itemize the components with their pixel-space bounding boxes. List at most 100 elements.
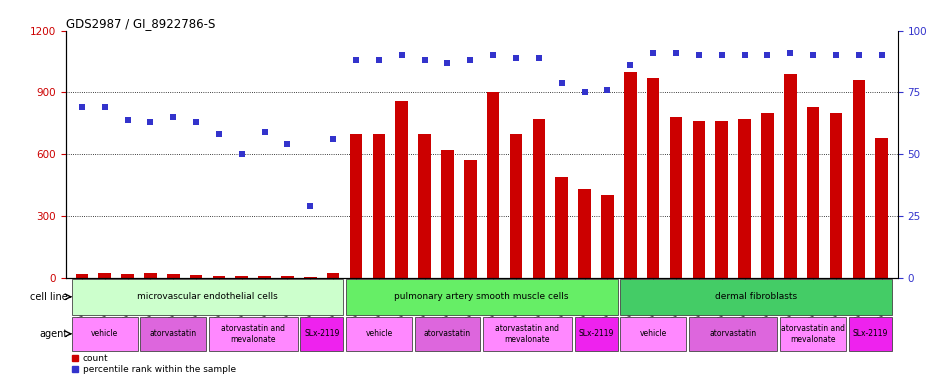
Text: vehicle: vehicle <box>639 329 666 338</box>
Bar <box>669 117 682 278</box>
Text: agent: agent <box>39 329 68 339</box>
Bar <box>304 277 317 278</box>
Point <box>783 50 798 56</box>
Bar <box>849 317 892 351</box>
Bar <box>620 279 892 315</box>
Bar <box>624 72 636 278</box>
Bar <box>396 101 408 278</box>
Bar <box>738 119 751 278</box>
Text: pulmonary artery smooth muscle cells: pulmonary artery smooth muscle cells <box>395 292 569 301</box>
Text: atorvastatin: atorvastatin <box>149 329 196 338</box>
Bar <box>875 138 888 278</box>
Bar <box>509 134 523 278</box>
Bar <box>167 274 180 278</box>
Point <box>577 89 592 96</box>
Point <box>668 50 683 56</box>
Bar <box>780 317 846 351</box>
Point <box>600 87 615 93</box>
Bar <box>190 275 202 278</box>
Point <box>714 52 729 58</box>
Bar <box>602 195 614 278</box>
Bar <box>350 134 362 278</box>
Text: atorvastatin: atorvastatin <box>424 329 471 338</box>
Bar <box>144 273 157 278</box>
Point <box>394 52 409 58</box>
Point <box>852 52 867 58</box>
Text: SLx-2119: SLx-2119 <box>304 329 339 338</box>
Text: cell line: cell line <box>30 292 68 302</box>
Bar <box>689 317 777 351</box>
Point <box>417 57 432 63</box>
Point <box>97 104 112 110</box>
Point <box>646 50 661 56</box>
Bar <box>574 317 618 351</box>
Bar <box>415 317 480 351</box>
Text: microvascular endothelial cells: microvascular endothelial cells <box>137 292 278 301</box>
Bar <box>209 317 298 351</box>
Text: atorvastatin and
mevalonate: atorvastatin and mevalonate <box>221 324 285 344</box>
Bar <box>71 279 343 315</box>
Point <box>189 119 204 125</box>
Bar <box>830 113 842 278</box>
Bar <box>418 134 431 278</box>
Bar <box>441 150 454 278</box>
Bar <box>327 273 339 278</box>
Bar <box>620 317 686 351</box>
Bar <box>556 177 568 278</box>
Bar <box>761 113 774 278</box>
Point <box>440 60 455 66</box>
Bar <box>693 121 705 278</box>
Point <box>691 52 706 58</box>
Point <box>806 52 821 58</box>
Bar <box>715 121 728 278</box>
Text: vehicle: vehicle <box>366 329 393 338</box>
Point <box>623 62 638 68</box>
Point <box>234 151 249 157</box>
Point <box>143 119 158 125</box>
Text: SLx-2119: SLx-2119 <box>853 329 888 338</box>
Point <box>486 52 501 58</box>
Point <box>303 203 318 209</box>
Bar <box>212 276 226 278</box>
Bar <box>258 276 271 278</box>
Point <box>509 55 524 61</box>
Text: vehicle: vehicle <box>91 329 118 338</box>
Bar <box>578 189 591 278</box>
Bar <box>483 317 572 351</box>
Point <box>212 131 227 137</box>
Bar <box>281 276 294 278</box>
Bar <box>300 317 343 351</box>
Point <box>874 52 889 58</box>
Bar <box>647 78 660 278</box>
Bar <box>75 274 88 278</box>
Legend: count, percentile rank within the sample: count, percentile rank within the sample <box>70 354 236 374</box>
Bar <box>487 93 499 278</box>
Text: atorvastatin and
mevalonate: atorvastatin and mevalonate <box>781 324 845 344</box>
Bar <box>236 276 248 278</box>
Bar <box>533 119 545 278</box>
Point <box>165 114 180 120</box>
Text: SLx-2119: SLx-2119 <box>578 329 614 338</box>
Bar <box>346 317 412 351</box>
Point <box>828 52 843 58</box>
Point <box>555 79 570 86</box>
Bar <box>784 74 796 278</box>
Bar <box>346 279 618 315</box>
Point <box>737 52 752 58</box>
Point <box>325 136 340 142</box>
Point <box>120 116 135 122</box>
Bar <box>71 317 137 351</box>
Text: GDS2987 / GI_8922786-S: GDS2987 / GI_8922786-S <box>66 17 215 30</box>
Text: atorvastatin: atorvastatin <box>710 329 757 338</box>
Point <box>74 104 89 110</box>
Bar <box>464 161 477 278</box>
Point <box>280 141 295 147</box>
Bar <box>121 275 133 278</box>
Point <box>760 52 775 58</box>
Point <box>349 57 364 63</box>
Text: atorvastatin and
mevalonate: atorvastatin and mevalonate <box>495 324 559 344</box>
Point <box>258 129 273 135</box>
Point <box>371 57 386 63</box>
Bar <box>99 273 111 278</box>
Bar <box>372 134 385 278</box>
